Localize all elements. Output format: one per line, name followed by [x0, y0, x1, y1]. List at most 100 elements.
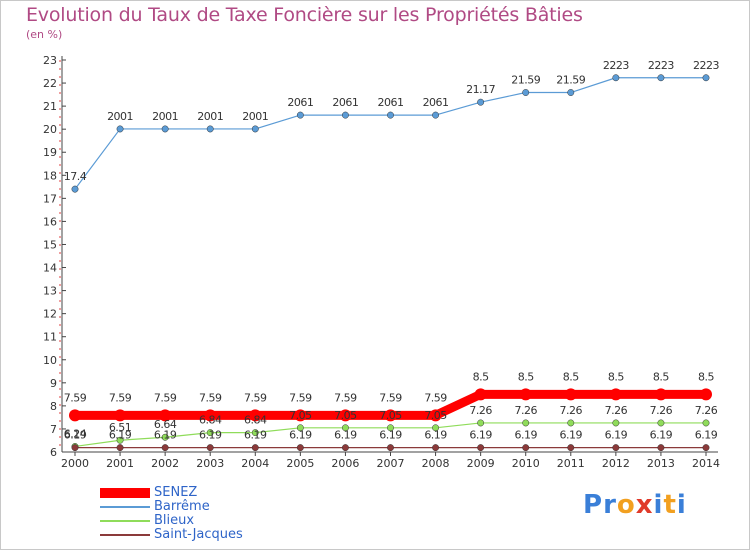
data-label: 17.4: [64, 170, 87, 183]
legend-swatch: [100, 487, 150, 498]
data-label: 7.59: [289, 391, 312, 404]
data-point: [429, 409, 442, 422]
y-tick-label: 14: [43, 262, 57, 275]
data-label: 8.5: [473, 370, 489, 383]
data-point: [251, 429, 259, 437]
data-point: [567, 89, 575, 96]
data-point: [612, 419, 620, 427]
data-label: 6.19: [514, 429, 537, 442]
data-point: [387, 444, 394, 452]
data-point: [116, 125, 124, 133]
data-point: [384, 409, 397, 422]
x-tick-label: 2012: [602, 457, 630, 470]
x-tick-label: 2006: [331, 457, 359, 470]
data-point: [522, 419, 530, 427]
y-tick-label: 10: [43, 354, 57, 367]
y-tick-label: 16: [43, 215, 57, 228]
y-tick-label: 21: [43, 100, 57, 113]
data-point: [161, 444, 169, 452]
y-tick-label: 7: [50, 423, 57, 436]
y-tick-label: 9: [50, 377, 57, 390]
legend-swatch: [100, 505, 150, 508]
data-point: [657, 444, 665, 452]
data-label: 2001: [242, 110, 268, 123]
data-label: 7.05: [379, 409, 402, 422]
legend: SENEZ Barrême Blieux Saint-Jacques: [100, 486, 243, 542]
data-label: 7.26: [560, 404, 583, 417]
data-point: [116, 436, 124, 444]
y-tick-label: 11: [43, 331, 57, 344]
data-label: 7.59: [199, 391, 222, 404]
x-tick-label: 2000: [61, 457, 89, 470]
data-label: 6.19: [199, 429, 222, 442]
x-tick-label: 2014: [692, 457, 720, 470]
data-point: [206, 429, 214, 437]
data-point: [474, 388, 487, 401]
data-label: 7.59: [334, 391, 357, 404]
x-tick-label: 2003: [196, 457, 224, 470]
data-point: [206, 125, 214, 133]
data-label: 2061: [332, 96, 358, 109]
x-tick-label: 2004: [241, 457, 269, 470]
data-label: 6.19: [334, 429, 357, 442]
y-tick-label: 6: [50, 446, 57, 459]
data-label: 7.26: [514, 404, 537, 417]
data-label: 6.19: [289, 429, 312, 442]
data-point: [69, 409, 81, 422]
x-tick-label: 2002: [151, 457, 179, 470]
data-point: [159, 409, 172, 422]
chart-title: Evolution du Taux de Taxe Foncière sur l…: [26, 4, 583, 26]
legend-swatch: [100, 533, 150, 536]
legend-item: SENEZ: [100, 486, 243, 500]
data-label: 7.59: [64, 391, 87, 404]
data-point: [522, 89, 530, 96]
data-label: 6.19: [650, 429, 673, 442]
data-point: [567, 419, 575, 427]
x-tick-label: 2010: [512, 457, 540, 470]
y-tick-label: 23: [43, 54, 57, 67]
data-point: [114, 409, 127, 422]
data-label: 6.19: [154, 429, 177, 442]
data-point: [700, 388, 712, 401]
data-point: [249, 409, 262, 422]
logo-letter: P: [583, 490, 604, 520]
x-tick-label: 2001: [106, 457, 134, 470]
data-label: 2001: [197, 110, 223, 123]
data-label: 7.59: [244, 391, 267, 404]
data-label: 7.59: [154, 391, 177, 404]
data-point: [477, 98, 485, 106]
data-label: 21.59: [511, 74, 540, 87]
data-label: 21.59: [556, 74, 585, 87]
legend-label: Saint-Jacques: [154, 527, 243, 542]
data-label: 6.19: [424, 429, 447, 442]
data-point: [609, 388, 622, 401]
data-point: [296, 111, 304, 119]
proxiti-logo: Proxiti: [583, 490, 687, 520]
data-label: 21.17: [466, 83, 495, 96]
data-point: [341, 111, 349, 119]
logo-letter: i: [676, 490, 687, 520]
data-label: 6.19: [64, 429, 87, 442]
legend-label: SENEZ: [154, 485, 198, 500]
data-point: [702, 444, 710, 452]
logo-letter: r: [603, 490, 617, 520]
data-point: [702, 419, 710, 427]
data-label: 2061: [423, 96, 449, 109]
data-point: [657, 419, 665, 427]
logo-letter: t: [663, 490, 677, 520]
data-label: 6.19: [379, 429, 402, 442]
data-label: 6.24: [64, 427, 87, 440]
data-label: 7.26: [469, 404, 492, 417]
data-point: [612, 74, 620, 82]
data-point: [612, 444, 620, 452]
data-label: 2223: [648, 59, 674, 72]
data-point: [339, 409, 352, 422]
legend-item: Saint-Jacques: [100, 528, 243, 542]
x-tick-label: 2011: [557, 457, 585, 470]
y-unit-label: (en %): [26, 28, 63, 41]
x-tick-label: 2009: [467, 457, 495, 470]
data-label: 8.5: [608, 370, 624, 383]
data-label: 2001: [152, 110, 178, 123]
data-point: [251, 125, 259, 133]
